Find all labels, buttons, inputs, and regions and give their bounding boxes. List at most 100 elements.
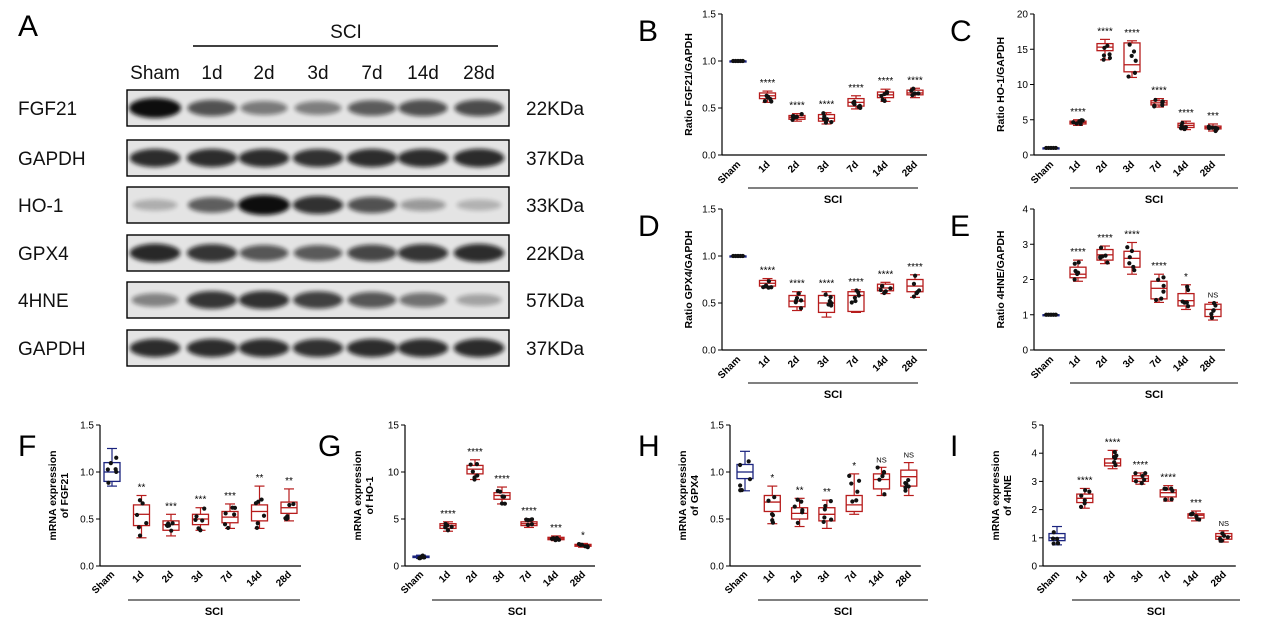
- significance-label: ****: [878, 76, 894, 87]
- data-point: [137, 533, 143, 538]
- significance-label: ***: [1190, 498, 1202, 509]
- y-tick-label: 0: [1031, 562, 1037, 573]
- significance-label: ****: [1151, 261, 1167, 272]
- blot-strip: [126, 329, 510, 367]
- x-tick-label: 2d: [786, 159, 802, 175]
- panel-label: C: [950, 15, 972, 48]
- data-point: [1133, 471, 1138, 476]
- blot-band: [186, 148, 238, 168]
- y-axis-title: mRNA expression: [990, 450, 1002, 540]
- data-point: [468, 462, 473, 467]
- data-point: [1161, 289, 1166, 294]
- box-2d: [788, 291, 806, 312]
- chart-panel-C: C 0 5 10 15 20 Ratio HO-1/GAPDH Sham 1d 2d 3d 7d 14d…: [950, 10, 1238, 206]
- data-point: [849, 481, 854, 486]
- protein-label: GAPDH: [18, 149, 86, 170]
- y-tick-label: 1.0: [80, 468, 94, 479]
- x-tick-label: 7d: [845, 159, 861, 175]
- y-tick-label: 1.5: [702, 10, 716, 21]
- x-tick-label: 14d: [871, 354, 891, 374]
- x-tick-label: 14d: [245, 569, 265, 589]
- box-2d: [1103, 449, 1122, 470]
- data-point: [230, 505, 235, 510]
- data-point: [824, 117, 830, 122]
- lane-label: 14d: [407, 63, 439, 84]
- x-tick-label: Sham: [399, 569, 426, 596]
- y-tick-label: 0.5: [702, 104, 716, 115]
- box-1d: [1076, 487, 1094, 509]
- blot-band: [294, 101, 342, 115]
- data-point: [1163, 497, 1168, 502]
- box-3d: [1131, 471, 1150, 486]
- significance-label: **: [256, 473, 264, 484]
- data-point: [851, 100, 856, 105]
- x-tick-label: 7d: [843, 569, 859, 585]
- significance-label: ****: [494, 474, 510, 485]
- data-point: [551, 536, 556, 541]
- data-point: [1154, 297, 1159, 303]
- data-point: [140, 501, 145, 506]
- box-iqr: [1159, 489, 1177, 498]
- significance-label: ****: [1151, 86, 1167, 97]
- data-point: [526, 518, 531, 523]
- blot-band: [238, 148, 290, 168]
- x-tick-label: 1d: [757, 354, 773, 370]
- data-point: [285, 514, 290, 519]
- x-tick-label: 28d: [568, 569, 588, 589]
- blot-band: [398, 99, 448, 117]
- blot-band: [131, 293, 179, 307]
- y-axis-title: of GPX4: [689, 475, 701, 516]
- data-point: [287, 502, 292, 508]
- lane-label: 7d: [361, 63, 382, 84]
- sci-group-label: SCI: [1145, 194, 1163, 206]
- data-point: [1078, 504, 1084, 509]
- blot-band: [187, 99, 237, 117]
- y-tick-label: 10: [1017, 80, 1029, 91]
- data-point: [144, 521, 149, 526]
- blot-band: [347, 292, 397, 308]
- data-point: [906, 484, 911, 489]
- data-point: [875, 465, 880, 470]
- data-point: [1079, 493, 1084, 498]
- y-tick-label: 0.5: [710, 515, 724, 526]
- y-tick-label: 15: [388, 421, 400, 432]
- data-point: [828, 295, 833, 300]
- data-point: [1077, 119, 1082, 124]
- blot-band: [397, 244, 449, 262]
- data-point: [766, 498, 771, 503]
- data-point: [881, 469, 887, 475]
- y-axis-title: Ratio FGF21/GAPDH: [683, 33, 695, 136]
- panel-label: G: [318, 430, 341, 463]
- blot-band: [347, 100, 397, 116]
- x-tick-label: 14d: [867, 569, 887, 589]
- data-point: [769, 512, 775, 517]
- data-point: [472, 477, 477, 482]
- blot-band: [346, 148, 398, 168]
- data-point: [194, 514, 199, 519]
- data-point: [105, 467, 110, 472]
- significance-label: **: [796, 485, 804, 496]
- y-tick-label: 1.0: [702, 252, 716, 263]
- box-iqr: [1103, 458, 1122, 467]
- significance-label: ****: [907, 262, 923, 273]
- data-point: [1178, 126, 1184, 131]
- x-tick-label: 3d: [190, 569, 206, 585]
- data-point: [261, 513, 267, 518]
- significance-label: NS: [904, 451, 914, 460]
- box-7d: [520, 517, 538, 529]
- significance-label: ****: [907, 75, 923, 86]
- y-tick-label: 5: [1031, 421, 1037, 432]
- blot-band: [456, 294, 502, 306]
- y-axis-title: of 4HNE: [1002, 475, 1014, 516]
- panel-label: E: [950, 210, 970, 243]
- significance-label: ****: [1160, 473, 1176, 484]
- y-tick-label: 0: [1022, 346, 1028, 357]
- box-2d: [790, 497, 809, 528]
- y-tick-label: 1: [1031, 533, 1037, 544]
- x-tick-label: 1d: [131, 569, 147, 585]
- y-axis-title: Ratio 4HNE/GAPDH: [995, 230, 1007, 328]
- x-tick-label: 28d: [900, 159, 920, 179]
- data-point: [1185, 304, 1191, 309]
- significance-label: ****: [440, 509, 456, 520]
- x-tick-label: Sham: [1035, 569, 1062, 596]
